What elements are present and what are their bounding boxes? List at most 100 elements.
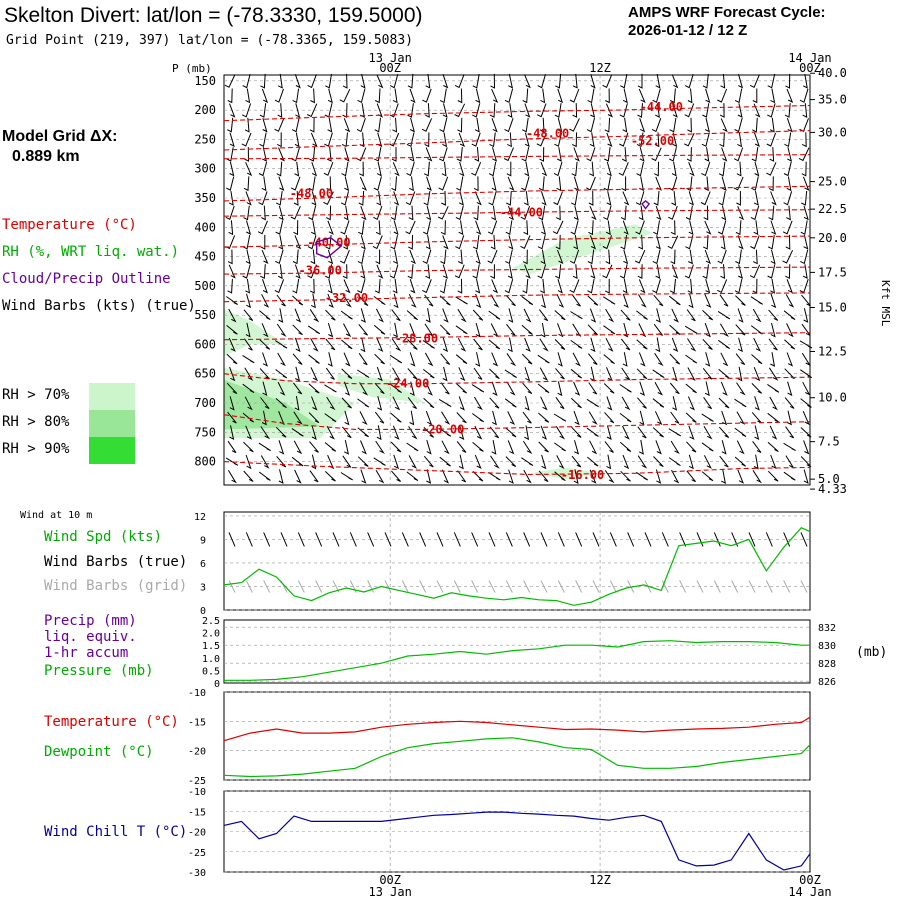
wind-barb: [409, 381, 415, 397]
wind-barb: [587, 456, 599, 467]
wind-barb: [652, 249, 661, 265]
wind-barb: [374, 411, 385, 424]
wind-barb: [703, 397, 713, 410]
wind-barb: [472, 309, 484, 321]
wind-barb: [786, 323, 794, 338]
wind-barb: [309, 278, 315, 294]
wind-barb: [619, 384, 632, 393]
wind-barb: [571, 294, 581, 307]
wind-barb: [422, 220, 431, 235]
wind-barb: [719, 132, 725, 148]
wind-barb: [471, 384, 485, 393]
wind-barb: [474, 191, 482, 206]
wind-barb: [784, 132, 792, 148]
wind-barb: [603, 354, 615, 365]
wind-barb: [720, 118, 728, 133]
wind-barb: [242, 354, 255, 364]
wind-barb: [540, 322, 546, 338]
wind-barb: [671, 264, 679, 279]
wind-barb: [570, 397, 582, 409]
wind-barb: [503, 147, 514, 162]
wind-barb: [276, 323, 287, 337]
wind-barb: [767, 103, 776, 118]
wind-barb: [294, 74, 301, 89]
wind-barb: [393, 191, 400, 206]
wind-barb: [376, 337, 384, 352]
rh-region-0: [224, 309, 286, 357]
wind-barb: [749, 74, 760, 88]
surface-barb-grid: [713, 580, 721, 593]
wind-barb: [571, 455, 582, 468]
wind-barb: [622, 352, 628, 367]
wind-barb: [685, 412, 697, 423]
wind-barb: [702, 310, 714, 321]
wind-barb: [803, 440, 810, 455]
rh-region-5: [530, 467, 601, 480]
wind-barb: [226, 176, 235, 191]
wind-barb: [638, 205, 644, 221]
legend-wind-barbs: Wind Barbs (kts) (true): [2, 298, 196, 314]
pressure-unit-label: (mb): [856, 645, 887, 660]
surface-barb-true: [609, 532, 617, 547]
wind-barb: [487, 249, 498, 264]
wind-barb: [441, 161, 447, 177]
wind-barb: [278, 205, 284, 221]
wind-barb: [375, 469, 385, 484]
wind-barb: [241, 103, 252, 118]
wind-barb: [375, 440, 385, 454]
wind-barb: [456, 383, 468, 394]
wind-barb: [356, 147, 367, 162]
wind-barb: [274, 279, 285, 294]
surface-barb-true: [523, 532, 531, 547]
wind-barb: [590, 337, 596, 353]
wind-barb: [506, 323, 516, 336]
wind-barb: [308, 176, 316, 192]
wind-barb: [736, 382, 746, 396]
wind-barb: [671, 74, 679, 89]
surface-barb-true: [384, 532, 392, 547]
wind-barb: [245, 425, 253, 440]
wind-barb: [246, 220, 252, 235]
wind-barb: [426, 176, 432, 191]
wind-barb: [391, 338, 402, 352]
wind-barb: [310, 220, 316, 236]
legend-temperature-surface: Temperature (°C): [44, 714, 179, 730]
wind-barb: [603, 383, 615, 394]
surface-barb-grid: [384, 580, 392, 593]
wind-barb: [704, 249, 711, 265]
wind-chill-line: [223, 811, 811, 871]
wind-barb: [261, 205, 266, 221]
surface-barb-true: [765, 532, 773, 547]
wind-barb: [554, 471, 566, 482]
precip-tick-label: 1.0: [202, 654, 220, 665]
temperature-contour-10: [223, 414, 811, 430]
wind-barb: [424, 323, 435, 337]
wind-barb: [605, 337, 614, 352]
wind-barb: [768, 205, 775, 221]
wind-barb: [787, 381, 793, 397]
wind-barb: [391, 176, 397, 192]
wind-barb: [573, 234, 579, 250]
wind-barb: [623, 249, 629, 265]
wind-barb: [802, 73, 808, 89]
surface-barb-grid: [436, 580, 444, 593]
wind-barb: [753, 220, 759, 236]
wind-chill-tick-label: -15: [188, 807, 206, 818]
wind-barb: [392, 88, 398, 104]
wind-barb: [572, 264, 578, 280]
surface-barb-grid: [367, 580, 375, 593]
wind-barb: [702, 234, 709, 250]
wind-barb: [373, 205, 383, 221]
wind-barb: [439, 295, 451, 306]
cloud-outline-1: [641, 199, 651, 210]
wind-barb: [621, 367, 631, 381]
wind-barb: [423, 191, 431, 206]
wind-barb: [243, 176, 250, 192]
wind-barb: [637, 397, 647, 409]
wind-barb: [291, 117, 300, 133]
wind-barb: [620, 338, 631, 351]
wind-barb: [622, 220, 629, 235]
wind-barb: [275, 398, 287, 409]
wind-barb: [309, 309, 320, 323]
surface-barb-true: [245, 532, 253, 547]
